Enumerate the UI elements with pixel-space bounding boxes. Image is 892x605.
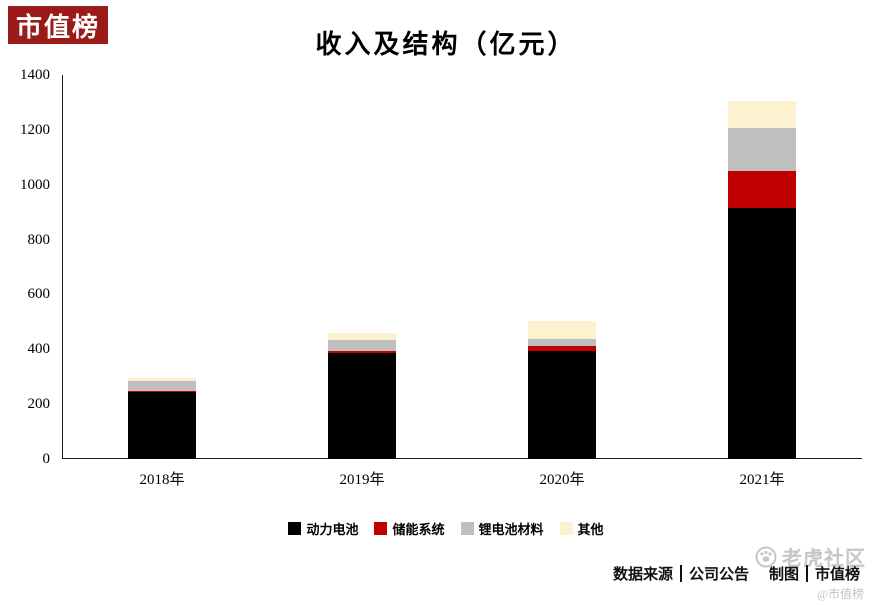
y-tick-label: 600: [27, 286, 51, 303]
separator-bar: [805, 565, 808, 582]
bar-segment-锂电池材料: [728, 128, 796, 171]
legend-swatch: [559, 522, 573, 535]
y-tick-label: 0: [42, 451, 51, 467]
credit-label: 制图: [768, 567, 799, 583]
y-tick-label: 1400: [20, 67, 50, 83]
axes: [62, 75, 862, 459]
x-tick-label: 2020年: [539, 472, 585, 488]
x-tick-label: 2021年: [739, 472, 785, 488]
legend-item-锂电池材料: 锂电池材料: [460, 519, 544, 538]
bar-segment-其他: [128, 377, 196, 381]
legend-item-动力电池: 动力电池: [288, 519, 358, 538]
bar-segment-动力电池: [328, 353, 396, 459]
legend-item-储能系统: 储能系统: [374, 519, 445, 538]
bar-segment-储能系统: [728, 170, 796, 208]
y-tick-label: 800: [27, 231, 51, 248]
legend-item-其他: 其他: [559, 519, 604, 538]
bar-segment-其他: [328, 333, 396, 340]
attribution: 数据来源 公司公告 制图 市值榜: [613, 563, 860, 584]
bar-segment-动力电池: [528, 350, 596, 459]
legend-swatch: [374, 522, 388, 535]
y-tick-label: 1200: [20, 121, 50, 138]
legend-swatch: [288, 522, 302, 535]
watermark-handle: @市值榜: [816, 587, 864, 601]
legend-label: 动力电池: [306, 522, 359, 537]
stacked-bar-2019年: [328, 333, 396, 459]
brand-logo-text: 市值榜: [15, 12, 100, 42]
watermark: 老虎社区: [755, 542, 866, 571]
stacked-bar-2020年: [528, 321, 596, 459]
y-tick-label: 200: [27, 396, 51, 413]
legend-label: 其他: [577, 522, 604, 537]
source-value: 公司公告: [688, 567, 749, 583]
tiger-paw-icon: [755, 546, 777, 567]
bar-segment-锂电池材料: [328, 339, 396, 352]
y-tick-label: 400: [27, 341, 51, 358]
bar-segment-储能系统: [128, 391, 196, 392]
legend-label: 锂电池材料: [478, 522, 544, 537]
x-tick-label: 2018年: [139, 472, 185, 488]
separator-bar: [679, 565, 682, 582]
x-tick-label: 2019年: [339, 472, 385, 488]
stacked-bar-2021年: [728, 101, 796, 459]
legend: 动力电池 储能系统 锂电池材料 其他: [0, 519, 892, 538]
bar-segment-储能系统: [528, 345, 596, 351]
legend-swatch: [460, 522, 474, 535]
bar-segment-储能系统: [328, 351, 396, 354]
bar-segment-其他: [728, 101, 796, 129]
bar-segment-其他: [528, 321, 596, 339]
bar-segment-动力电池: [128, 391, 196, 459]
stacked-bar-2018年: [128, 377, 196, 459]
bar-segment-锂电池材料: [528, 338, 596, 346]
brand-logo: 市值榜: [8, 6, 108, 44]
watermark-text: 老虎社区: [782, 548, 866, 570]
credit-value: 市值榜: [814, 567, 860, 583]
source-label: 数据来源: [612, 567, 673, 583]
legend-label: 储能系统: [392, 522, 445, 537]
bar-segment-动力电池: [728, 208, 796, 459]
chart-title: 收入及结构（亿元）: [315, 30, 577, 59]
bar-segment-锂电池材料: [128, 380, 196, 392]
y-tick-label: 1000: [20, 176, 50, 193]
